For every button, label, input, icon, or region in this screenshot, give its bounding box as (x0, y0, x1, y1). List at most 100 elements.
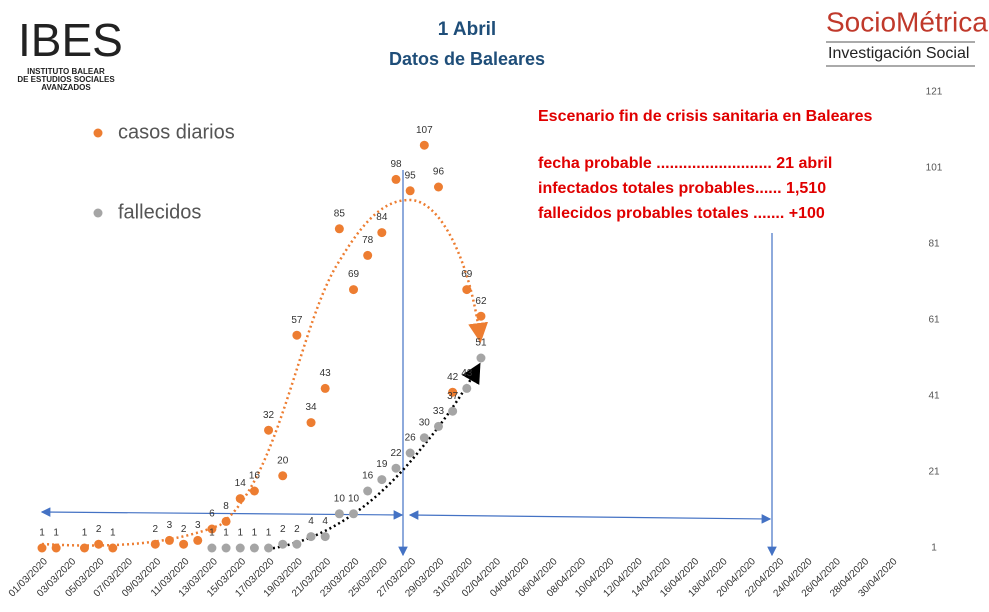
data-label: 1 (266, 528, 272, 539)
legend-label: fallecidos (118, 201, 201, 223)
arrow (408, 510, 772, 524)
y-tick-label: 121 (926, 87, 943, 98)
logo-line: AVANZADOS (41, 83, 91, 92)
point (349, 285, 359, 295)
point (377, 228, 387, 238)
data-label: 37 (447, 391, 459, 402)
data-label: 2 (294, 524, 300, 535)
data-label: 43 (461, 368, 473, 379)
point (278, 539, 288, 549)
point (448, 406, 458, 416)
data-label: 8 (223, 501, 229, 512)
data-label: 1 (209, 528, 215, 539)
data-label: 43 (320, 368, 332, 379)
data-label: 6 (209, 509, 215, 520)
legend-marker (93, 128, 103, 138)
data-label: 10 (334, 493, 346, 504)
trend-cases (41, 198, 489, 547)
trend-deaths (267, 362, 481, 551)
data-label: 1 (110, 528, 116, 539)
data-label: 107 (416, 125, 433, 136)
point (419, 433, 429, 443)
point (363, 250, 373, 260)
data-label: 10 (348, 493, 360, 504)
point (363, 486, 373, 496)
data-label: 30 (419, 417, 431, 428)
point (349, 509, 359, 519)
point (292, 330, 302, 340)
logo-ibes: IBES (18, 14, 123, 66)
data-label: 22 (390, 448, 402, 459)
point (235, 543, 245, 553)
logo-tagline: Investigación Social (828, 45, 969, 62)
data-label: 98 (390, 159, 402, 170)
point (94, 539, 104, 549)
point (320, 383, 330, 393)
point (462, 383, 472, 393)
legend-marker (93, 208, 103, 218)
point (462, 285, 472, 295)
data-label: 96 (433, 167, 445, 178)
point (405, 448, 415, 458)
point (320, 532, 330, 542)
point (433, 421, 443, 431)
scenario-line: fecha probable .........................… (538, 155, 832, 172)
point (306, 418, 316, 428)
data-label: 16 (362, 471, 374, 482)
logo-line: INSTITUTO BALEAR (27, 67, 105, 76)
point (51, 543, 61, 553)
point (476, 311, 486, 321)
point (235, 494, 245, 504)
y-tick-label: 81 (928, 239, 940, 250)
point (264, 425, 274, 435)
point (391, 463, 401, 473)
data-label: 19 (376, 459, 388, 470)
point (207, 524, 217, 534)
data-label: 2 (181, 524, 187, 535)
point (164, 535, 174, 545)
point (419, 140, 429, 150)
data-label: 16 (249, 471, 261, 482)
point (405, 186, 415, 196)
data-label: 32 (263, 410, 275, 421)
arrow (40, 507, 404, 520)
data-label: 2 (96, 524, 102, 535)
data-label: 84 (376, 212, 388, 223)
data-label: 2 (152, 524, 158, 535)
data-label: 95 (405, 170, 417, 181)
point (448, 387, 458, 397)
logo-sociometrica: SocioMétrica (826, 6, 988, 37)
data-label: 4 (322, 516, 328, 527)
data-label: 1 (53, 528, 59, 539)
data-label: 85 (334, 208, 346, 219)
subtitle: Datos de Baleares (389, 49, 545, 69)
scenario-line: Escenario fin de crisis sanitaria en Bal… (538, 108, 872, 125)
logo-line: DE ESTUDIOS SOCIALES (17, 75, 115, 84)
point (79, 543, 89, 553)
data-label: 51 (475, 338, 487, 349)
data-label: 69 (461, 269, 473, 280)
data-label: 57 (291, 315, 303, 326)
point (221, 543, 231, 553)
data-label: 20 (277, 455, 289, 466)
y-tick-label: 41 (928, 391, 940, 402)
data-label: 1 (223, 528, 229, 539)
legend-label: casos diarios (118, 121, 235, 143)
data-label: 1 (39, 528, 45, 539)
title: 1 Abril (438, 19, 496, 40)
point (377, 475, 387, 485)
data-label: 69 (348, 269, 360, 280)
data-label: 2 (280, 524, 286, 535)
scenario-line: infectados totales probables...... 1,510 (538, 180, 826, 197)
y-tick-label: 21 (928, 467, 940, 478)
data-label: 26 (405, 433, 417, 444)
point (207, 543, 217, 553)
data-label: 3 (195, 520, 201, 531)
data-label: 42 (447, 372, 459, 383)
point (221, 516, 231, 526)
data-label: 4 (308, 516, 314, 527)
point (433, 182, 443, 192)
point (150, 539, 160, 549)
data-label: 3 (167, 520, 173, 531)
